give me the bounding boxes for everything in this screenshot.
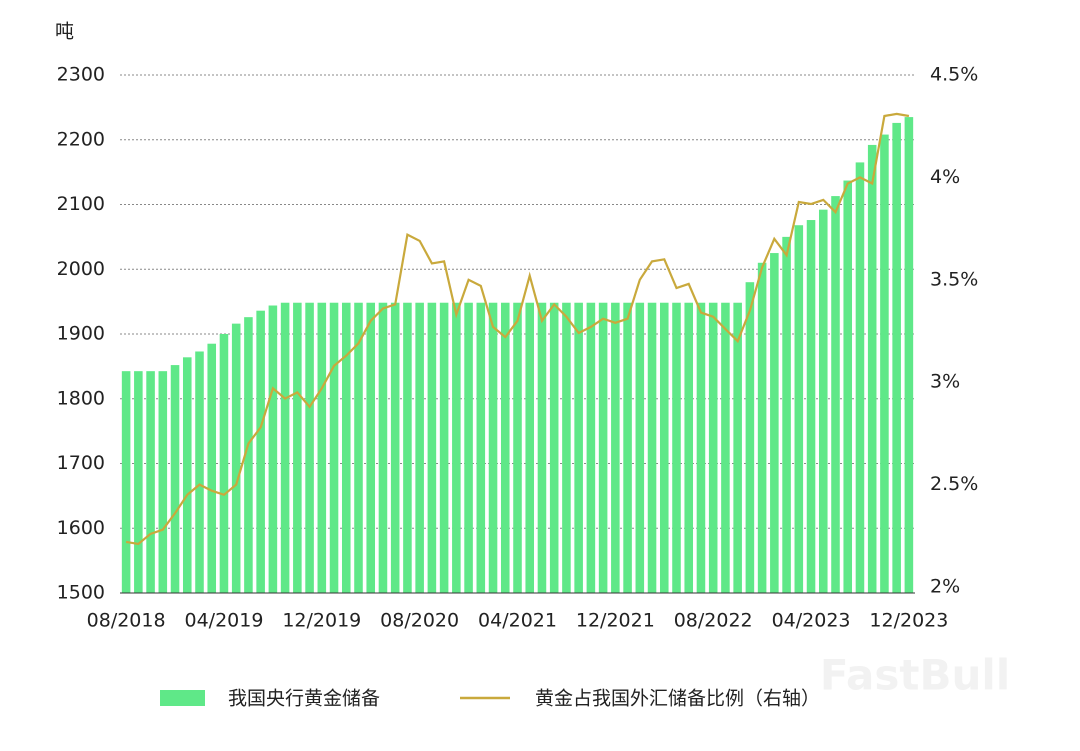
line [125,112,910,546]
y2-tick-label: 2.5% [930,473,978,495]
legend-swatch [160,690,205,706]
x-tick-label: 12/2023 [869,610,948,632]
x-tick-label: 12/2019 [282,610,361,632]
bar [708,302,718,593]
bar [623,302,632,593]
bar [672,302,681,593]
bar [329,302,339,593]
bar [121,371,131,593]
legend-label: 我国央行黄金储备 [228,688,380,710]
bar [305,302,314,593]
y2-tick-label: 2% [930,576,960,598]
y-tick-label: 2000 [57,258,105,280]
bar [562,302,571,593]
bar [182,357,192,593]
y-tick-label: 1600 [57,517,105,539]
bar [794,225,804,593]
bar [256,310,265,593]
bar [341,302,351,593]
bar [611,302,620,593]
bar [219,334,229,593]
y2-tick-label: 4.5% [930,64,978,86]
bar [880,134,889,593]
bar [537,302,547,593]
y2-tick-label: 4% [930,166,960,188]
bar [134,371,143,593]
bar [427,302,437,593]
bar [806,220,816,594]
bar [500,302,510,593]
bar [268,305,278,593]
bar [855,162,865,593]
bar [244,317,253,593]
bar [549,302,559,593]
bar [158,371,168,593]
bar [195,351,204,593]
x-tick-label: 04/2021 [478,610,557,632]
bar [818,209,828,593]
bar [867,144,877,593]
y-tick-label: 1900 [57,323,105,345]
bar [207,343,217,593]
bar [696,302,706,593]
bar [525,302,535,593]
bar [598,302,608,593]
bar [745,282,755,593]
y-tick-label: 2300 [57,64,105,86]
bar [574,302,583,593]
bar [513,302,522,593]
bar [782,236,791,593]
bar [415,302,424,593]
y2-tick-label: 3.5% [930,268,978,290]
x-tick-label: 08/2020 [380,610,459,632]
bar [390,302,400,593]
bar [231,323,241,593]
y-tick-label: 2200 [57,128,105,150]
bar [293,302,302,593]
bar [170,365,180,593]
bar [439,302,449,593]
bar [647,302,657,593]
bar [904,117,914,594]
bar [770,253,779,593]
bar [280,302,290,593]
bar [586,302,596,593]
bar [146,371,155,593]
bar [831,196,840,593]
bar [452,302,461,593]
bar [892,122,901,593]
bar [354,302,363,593]
x-tick-label: 12/2021 [576,610,655,632]
x-tick-label: 08/2022 [674,610,753,632]
legend-label: 黄金占我国外汇储备比例（右轴） [535,688,820,710]
y-axis-label: 吨 [55,21,74,43]
x-tick-label: 08/2018 [87,610,166,632]
bar [757,262,767,593]
bar [635,302,645,593]
y-tick-label: 1500 [57,582,105,604]
bar [403,302,412,593]
x-tick-label: 04/2019 [184,610,263,632]
bar [366,302,376,593]
y2-tick-label: 3% [930,371,960,393]
y-tick-label: 2100 [57,193,105,215]
bar [464,302,473,593]
bar [659,302,669,593]
y-tick-label: 1800 [57,387,105,409]
x-tick-label: 04/2023 [772,610,851,632]
watermark: FastBull [820,651,1010,700]
bar [684,302,694,593]
bar [721,302,730,593]
y-tick-label: 1700 [57,452,105,474]
bar [488,302,498,593]
bar [843,180,853,594]
bar [378,302,388,593]
bar [317,302,327,593]
bar [476,302,486,593]
bar [733,302,742,593]
